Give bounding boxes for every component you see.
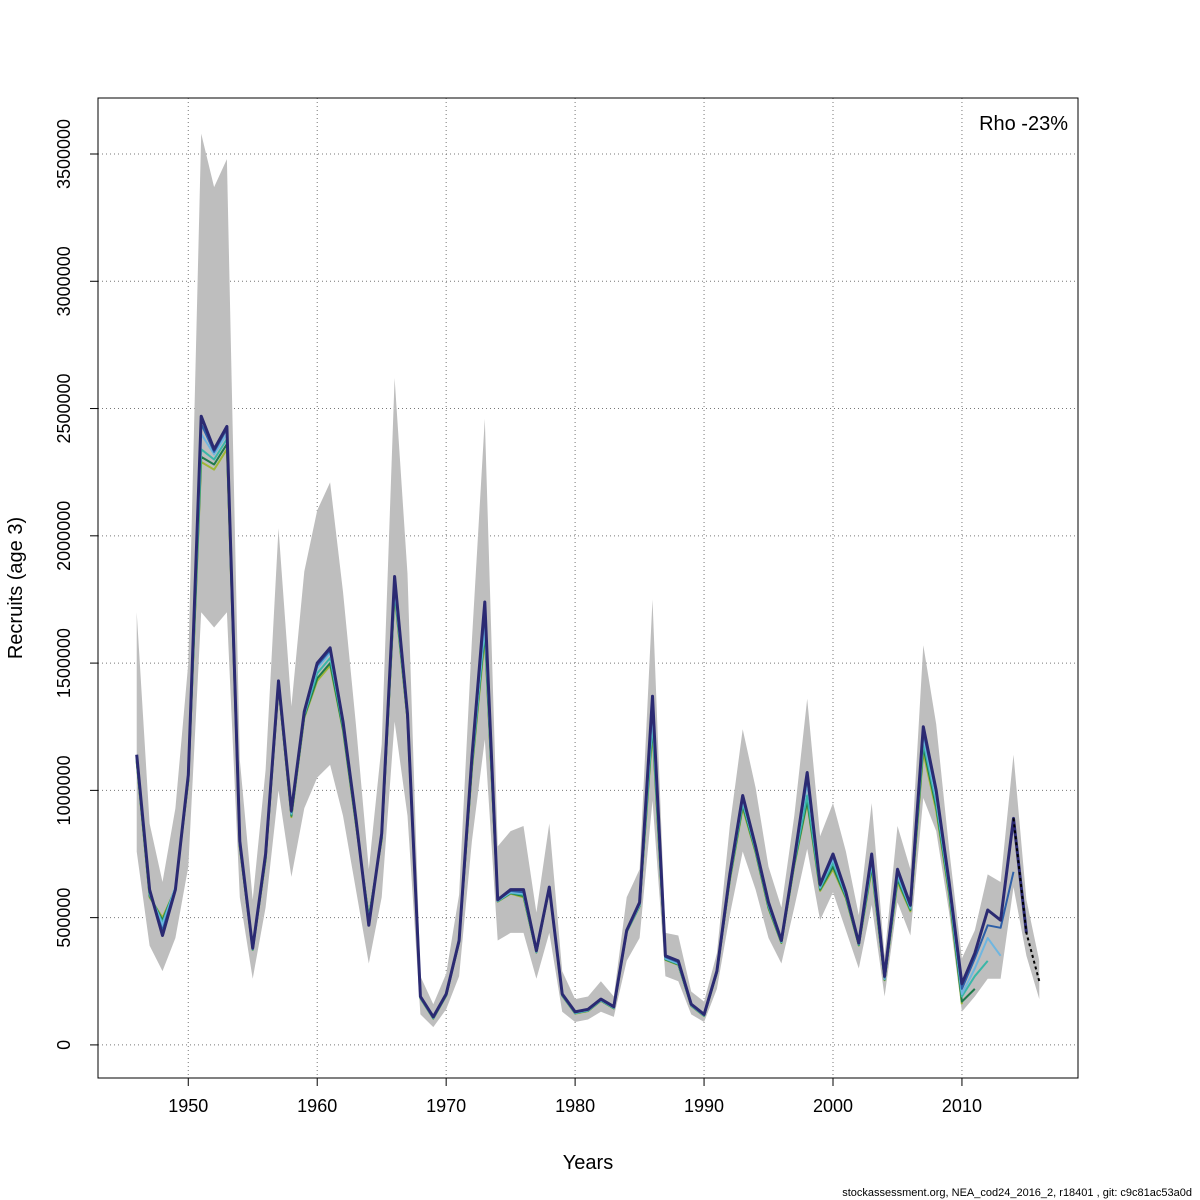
- x-tick-label: 1970: [426, 1096, 466, 1116]
- x-tick-label: 1960: [297, 1096, 337, 1116]
- x-tick-label: 2010: [942, 1096, 982, 1116]
- y-tick-label: 2000000: [54, 501, 74, 571]
- footer-credit: stockassessment.org, NEA_cod24_2016_2, r…: [842, 1187, 1192, 1199]
- x-tick-label: 1980: [555, 1096, 595, 1116]
- y-axis-title: Recruits (age 3): [5, 517, 27, 659]
- x-tick-label: 1950: [168, 1096, 208, 1116]
- confidence-band: [136, 133, 1040, 1028]
- y-tick-label: 1500000: [54, 628, 74, 698]
- x-axis-title: Years: [563, 1152, 613, 1174]
- y-tick-label: 3500000: [54, 119, 74, 189]
- rho-annotation: Rho -23%: [979, 113, 1068, 135]
- confidence-band-layer: [136, 133, 1040, 1028]
- x-tick-label: 2000: [813, 1096, 853, 1116]
- x-tick-label: 1990: [684, 1096, 724, 1116]
- grid-lines: [98, 98, 1078, 1078]
- y-tick-label: 500000: [54, 888, 74, 948]
- y-tick-label: 2500000: [54, 373, 74, 443]
- x-axis: 1950 1960 1970 1980 1990 2000 2010: [168, 1078, 982, 1116]
- plot-frame: [97, 97, 1079, 1079]
- series-line-0: [135, 414, 1028, 1019]
- y-tick-label: 0: [54, 1040, 74, 1050]
- y-axis: 0 500000 1000000 1500000 2000000 2500000 30000…: [54, 119, 98, 1050]
- series-line-projection: [1012, 818, 1041, 982]
- y-tick-label: 3000000: [54, 246, 74, 316]
- series-layer: [135, 414, 1041, 1020]
- y-tick-label: 1000000: [54, 755, 74, 825]
